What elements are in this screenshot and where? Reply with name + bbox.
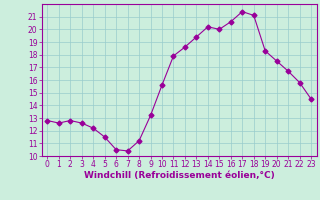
X-axis label: Windchill (Refroidissement éolien,°C): Windchill (Refroidissement éolien,°C) (84, 171, 275, 180)
